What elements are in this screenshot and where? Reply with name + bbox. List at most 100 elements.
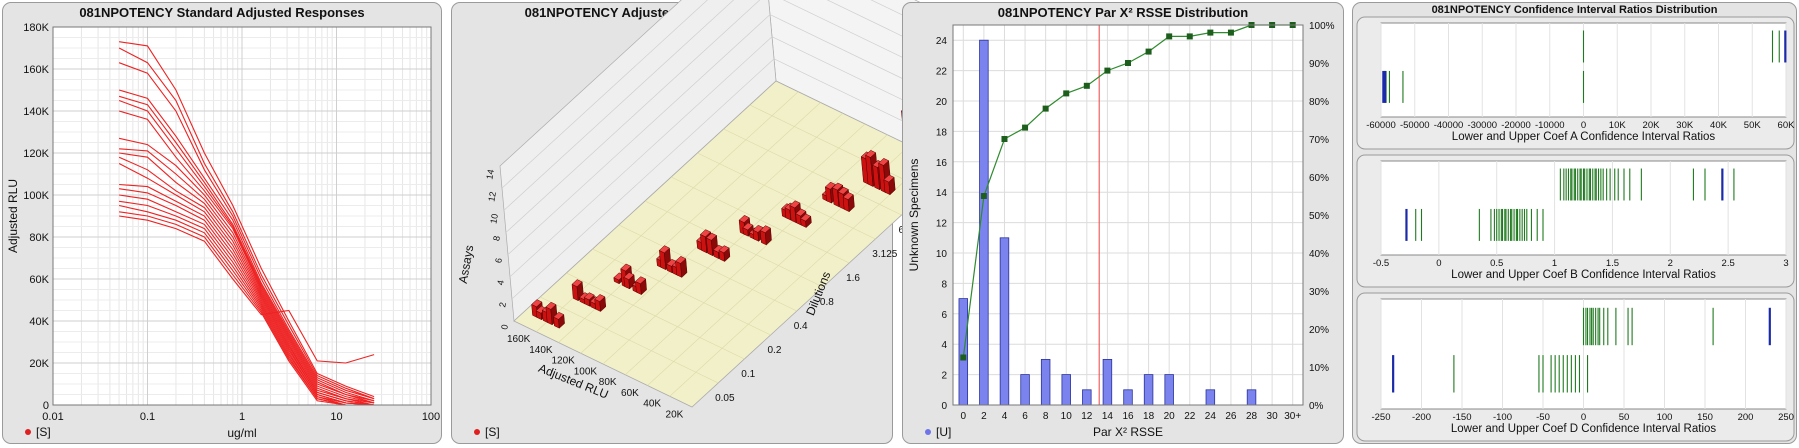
y-axis-label: Unknown Specimens — [907, 159, 921, 272]
x-tick-label: 100 — [1657, 412, 1673, 423]
y-tick-label: 24 — [936, 36, 948, 47]
series-line — [118, 99, 375, 404]
x-tick-label: 0 — [1581, 412, 1586, 423]
x-axis-label: Par X² RSSE — [1093, 425, 1163, 439]
series-line — [118, 156, 375, 406]
bar — [1040, 358, 1051, 406]
bar-top — [831, 182, 844, 191]
legend: [S] — [25, 425, 51, 439]
x-tick-label: 30 — [1267, 411, 1279, 422]
grid-line — [505, 0, 761, 233]
bar — [1082, 389, 1092, 406]
bar-top — [742, 222, 754, 231]
x-tick-label: -50 — [1536, 412, 1550, 423]
y2-tick-label: 60% — [1309, 173, 1329, 184]
y2-tick-label: 70% — [1309, 135, 1329, 146]
x-tick-label: 2 — [1668, 258, 1673, 269]
bar-top — [705, 232, 718, 241]
x-tick-label: 120K — [552, 356, 576, 367]
y2-tick-label: 80% — [1309, 97, 1329, 108]
cumulative-point — [1001, 136, 1008, 142]
bar-top — [594, 294, 606, 302]
x-tick-label: -100 — [1493, 412, 1512, 423]
y-tick-label: 20K — [29, 358, 49, 370]
series-line — [119, 183, 375, 406]
y-tick-label: 140K — [23, 106, 49, 118]
bar-top — [824, 181, 836, 190]
bar-top — [718, 245, 730, 254]
grid-line — [618, 224, 797, 312]
y-tick-label: 8 — [491, 235, 502, 242]
y-tick-label: 60K — [29, 274, 49, 286]
bar-top — [842, 192, 854, 200]
cumulative-point — [960, 354, 967, 361]
y-tick-label: 22 — [936, 67, 948, 78]
x-tick-label: 150 — [1697, 412, 1713, 423]
x-tick-label: 0.5 — [1490, 258, 1503, 269]
grid-line — [697, 152, 876, 240]
bar-top — [675, 256, 687, 264]
grid-line — [671, 176, 850, 264]
x-tick-label: 24 — [1205, 411, 1217, 422]
y-tick-label: 40K — [29, 316, 49, 328]
y2-tick-label: 90% — [1309, 59, 1329, 70]
y-tick-label: 120K — [23, 148, 49, 160]
bar-top — [553, 311, 565, 320]
x-tick-label: 250 — [1778, 412, 1794, 423]
x-tick-label: -10000 — [1535, 120, 1565, 131]
y-tick-label: 100K — [23, 190, 49, 202]
bar-top — [878, 158, 890, 166]
x-tick-label: -20000 — [1501, 120, 1531, 131]
x-tick-label: 10K — [1609, 120, 1627, 131]
x-tick-label: 0.1 — [140, 411, 155, 423]
series-line — [118, 62, 375, 400]
series-line — [119, 41, 375, 398]
y-tick-label: 14 — [936, 188, 948, 199]
x-tick-label: 60K — [1778, 120, 1796, 131]
x-axis-label: Lower and Upper Coef B Confidence Interv… — [1451, 269, 1716, 281]
series-line — [118, 95, 375, 402]
cumulative-point — [1104, 67, 1111, 74]
plot-border — [52, 26, 432, 406]
y2-tick-label: 0% — [1309, 401, 1324, 412]
series-line — [119, 211, 375, 406]
x-tick-label: 22 — [1184, 411, 1196, 422]
x-tick-label: 50 — [1619, 412, 1630, 423]
bar-top — [800, 213, 812, 222]
x-tick-label: 100K — [574, 366, 598, 377]
cumulative-point — [1186, 33, 1193, 40]
x-tick-label: 0 — [961, 411, 967, 422]
bar — [1123, 389, 1133, 406]
bar-top — [865, 150, 877, 158]
z-tick-label: 3.125 — [872, 249, 897, 260]
cumulative-point — [1083, 82, 1090, 89]
series-line — [118, 110, 375, 404]
series-line — [119, 148, 375, 406]
grid-line — [511, 58, 775, 300]
x-tick-label: -200 — [1412, 412, 1431, 423]
x-tick-label: 50K — [1744, 120, 1762, 131]
plot-border — [952, 24, 1304, 406]
y-tick-label: 180K — [23, 22, 49, 34]
cumulative-point — [1042, 105, 1049, 112]
x-tick-label: 30K — [1676, 120, 1694, 131]
x-tick-label: 18 — [1143, 411, 1155, 422]
cumulative-point — [1207, 29, 1214, 36]
x-tick-label: 100 — [422, 411, 440, 423]
series-line — [119, 215, 375, 364]
z-tick-label: 0.8 — [820, 297, 834, 308]
bar — [1102, 358, 1113, 406]
bar — [1246, 389, 1257, 406]
x-tick-label: -250 — [1371, 412, 1390, 423]
x-tick-label: 16 — [1122, 411, 1134, 422]
legend-dot-icon — [25, 429, 31, 435]
legend: [S] — [474, 425, 500, 439]
y2-tick-label: 100% — [1309, 21, 1335, 32]
y-tick-label: 2 — [941, 371, 947, 382]
x-tick-label: 20K — [666, 409, 684, 420]
grid-line — [566, 272, 745, 360]
z-tick-label: 0.1 — [741, 369, 755, 380]
y-axis-label: Assays — [456, 244, 477, 285]
